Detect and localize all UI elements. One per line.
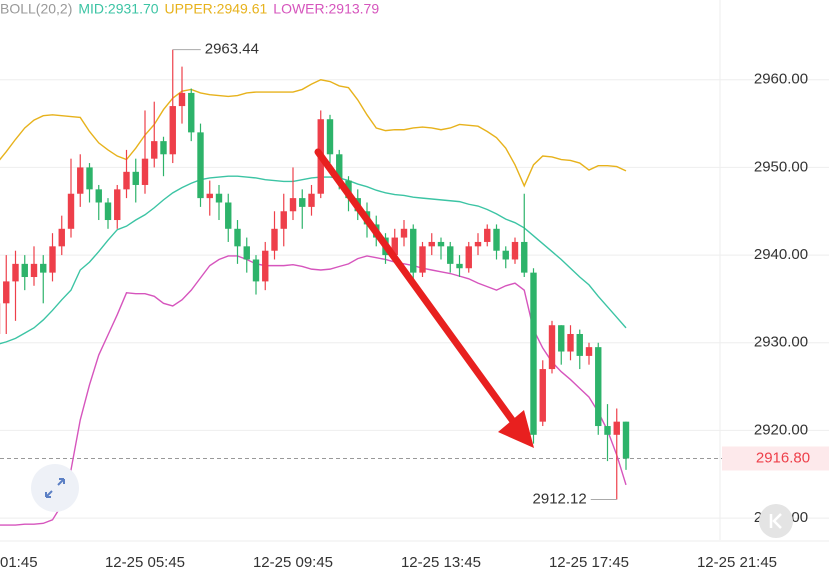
y-tick-label: 2950.00 [754,158,808,175]
candle-body [521,241,528,273]
candle-body [289,198,297,212]
candle-body [95,189,102,203]
candle-body [49,246,56,273]
candle-body [576,333,583,356]
legend-entry: LOWER:2913.79 [273,1,379,17]
candle-body [40,263,47,273]
candle-body [428,241,435,247]
candle-body [58,228,65,247]
candle-body [336,154,343,181]
candle-body [280,211,287,229]
band-line [0,79,627,188]
candle-body [178,92,186,107]
candle-body [206,193,213,199]
candle-body [567,333,574,352]
x-tick-label: 01:45 [0,554,38,571]
reset-icon [769,513,782,529]
candle-body [530,272,537,435]
candle-body [3,281,10,304]
candle-body [252,259,260,282]
candle-body [123,171,130,190]
candle-body [465,246,472,269]
candle-body [548,325,556,370]
candle-body [12,263,19,282]
band-line [0,175,627,345]
trend-arrow-head [498,410,534,448]
candle-body [391,237,398,256]
candle-body [114,189,121,221]
candle-body [585,347,593,356]
y-tick-label: 2920.00 [754,421,808,438]
overlay: 2963.44 2912.12 [31,41,617,512]
candle-body [86,167,93,190]
x-tick-label: 12-25 09:45 [253,554,333,571]
candle-body [21,263,28,278]
candle-body [271,228,278,251]
candle-body [225,202,232,229]
candle-body [77,167,84,194]
bands [0,79,627,526]
candle-body [493,228,500,251]
indicator-label: BOLL(20,2) [0,1,72,17]
last-price-tag [722,446,829,471]
candle-body [511,241,519,260]
candle-body [169,106,176,155]
expand-icon [45,478,65,498]
candle-body [447,246,454,264]
candle-body [326,119,334,155]
candle-body [539,369,546,422]
candle-body [613,421,620,435]
last-price-label: 2916.80 [756,449,810,466]
band-line [0,255,627,526]
candle-body [234,228,241,247]
y-tick-label: 2960.00 [754,71,808,88]
x-tick-label: 12-25 21:45 [697,554,777,571]
trend-arrow-shaft [314,148,519,428]
candle-body [437,241,445,247]
candles [0,49,630,500]
candle-body [595,347,602,427]
candle-body [243,246,250,260]
legend-entry: UPPER:2949.61 [165,1,268,17]
candle-body [474,241,482,247]
y-tick-label: 2930.00 [754,334,808,351]
x-tick-label: 12-25 05:45 [105,554,185,571]
candle-body [456,263,463,269]
candle-body [104,202,112,221]
candle-body [188,92,195,133]
indicator-header: BOLL(20,2) MID:2931.70 UPPER:2949.61 LOWER:… [0,1,379,17]
candle-body [67,193,75,229]
candle-body [502,250,509,260]
candle-body [262,250,269,282]
candle-body [622,421,630,459]
low-label: 2912.12 [533,490,587,507]
candle-body [400,228,408,238]
candle-body [30,263,38,278]
candle-body [151,141,158,159]
high-label: 2963.44 [205,41,259,58]
axis: 2910.002920.002930.002940.002950.002960.… [0,71,829,571]
x-tick-label: 12-25 17:45 [549,554,629,571]
candle-body [604,426,611,435]
candle-body [410,228,417,273]
expand-button[interactable] [31,464,79,512]
candle-body [484,228,491,242]
candle-body [299,198,306,207]
grid [0,79,829,519]
candle-body [132,171,139,185]
candle-body [308,193,315,207]
legend-entry: MID:2931.70 [78,1,158,17]
candle-body [197,132,204,199]
candle-body [558,325,565,352]
reset-button[interactable] [759,504,793,538]
candle-body [215,193,223,203]
candle-body [160,141,167,155]
candle-body [141,158,149,185]
x-tick-label: 12-25 13:45 [401,554,481,571]
candle-body [419,246,426,273]
y-tick-label: 2940.00 [754,246,808,263]
